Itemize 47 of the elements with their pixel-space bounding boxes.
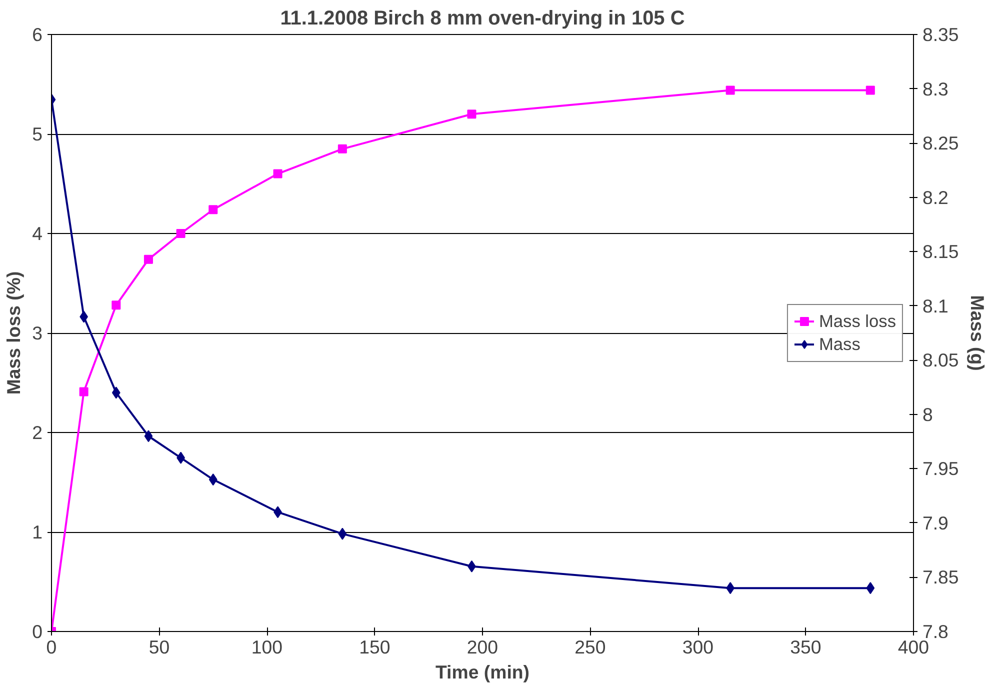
y-tick-label: 0: [32, 621, 43, 642]
y2-tick-label: 8.1: [922, 295, 948, 316]
point: [726, 86, 735, 95]
point: [208, 474, 218, 486]
point: [467, 110, 476, 119]
point: [112, 386, 120, 399]
y2-tick-label: 8.2: [922, 186, 948, 208]
legend-label: Mass loss: [818, 310, 896, 332]
point: [338, 528, 347, 540]
y2-tick-label: 8.3: [922, 78, 948, 100]
y2-tick-label: 7.95: [922, 458, 959, 480]
point: [79, 387, 88, 396]
y-tick-label: 6: [32, 24, 43, 45]
y2-tick-label: 7.85: [922, 566, 959, 588]
chart-title: 11.1.2008 Birch 8 mm oven-drying in 105 C: [280, 8, 685, 30]
legend-label: Mass: [818, 334, 860, 354]
point: [144, 254, 153, 264]
point: [866, 582, 875, 594]
point: [208, 205, 218, 214]
x-tick-label: 250: [574, 636, 606, 658]
y2-tick-label: 8.15: [922, 241, 959, 262]
y-tick-label: 1: [32, 522, 43, 542]
x-tick-label: 200: [466, 636, 498, 658]
y-axis-title: Mass loss (%): [3, 271, 24, 395]
y2-tick-label: 7.9: [922, 512, 948, 534]
y2-tick-label: 8.35: [922, 24, 959, 45]
x-tick-label: 50: [148, 636, 170, 658]
y-tick-label: 5: [32, 124, 43, 144]
y2-tick-label: 8.25: [922, 132, 959, 154]
x-tick-label: 350: [790, 636, 822, 658]
point: [338, 144, 347, 154]
y2-tick-label: 8: [922, 404, 933, 425]
x-tick-label: 150: [359, 636, 390, 658]
x-axis-title: Time (min): [436, 662, 530, 682]
point: [866, 86, 875, 95]
point: [144, 430, 153, 442]
y-tick-label: 2: [32, 422, 43, 443]
point: [273, 169, 282, 178]
y2-tick-label: 8.05: [922, 350, 959, 371]
point: [176, 229, 186, 238]
y-tick-label: 3: [32, 322, 43, 344]
y2-axis-title: Mass (g): [966, 295, 988, 371]
x-tick-label: 0: [46, 636, 57, 658]
point: [112, 300, 121, 310]
x-tick-label: 300: [682, 636, 714, 658]
y-tick-label: 4: [32, 223, 43, 244]
x-tick-label: 100: [251, 636, 283, 658]
